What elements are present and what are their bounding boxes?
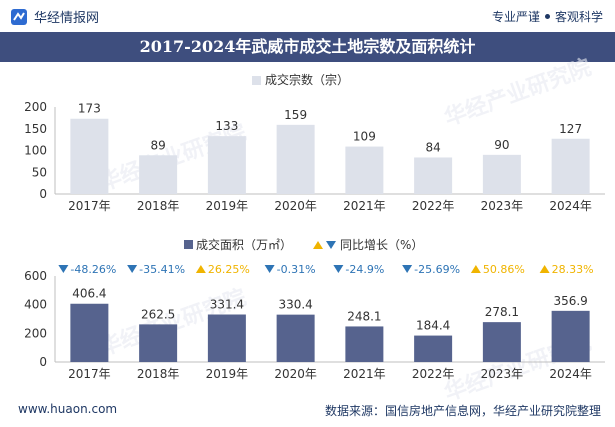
x-tick-label-count: 2019年 [206, 199, 249, 213]
data-label-count: 133 [215, 119, 238, 133]
footer-source: 数据来源：国信房地产信息网，华经产业研究院整理 [324, 404, 601, 418]
data-label-count: 90 [494, 138, 509, 152]
yoy-label: -0.31% [277, 263, 316, 276]
bar-area [482, 322, 521, 362]
yoy-down-triangle-icon [264, 265, 275, 273]
data-label-area: 248.1 [347, 309, 381, 323]
chart-area: 成交宗数（宗） 0 50 100 150 200 173 2017年 89 2018年 133 201… [24, 72, 605, 381]
yoy-label: 50.86% [483, 263, 525, 276]
bar-count [207, 136, 246, 194]
yoy-up-triangle-icon [470, 265, 481, 273]
bar-count [70, 118, 109, 194]
x-tick-label-area: 2019年 [206, 367, 249, 381]
legend-label-yoy: 同比增长（%） [340, 238, 423, 252]
x-tick-label-count: 2022年 [412, 199, 455, 213]
bar-area [207, 314, 246, 362]
y-tick-label-area: 0 [39, 355, 47, 369]
x-tick-label-area: 2018年 [137, 367, 180, 381]
bar-area [551, 310, 590, 362]
x-tick-label-area: 2020年 [274, 367, 317, 381]
x-tick-label-area: 2017年 [68, 367, 111, 381]
y-tick-label-count: 150 [24, 122, 47, 136]
yoy-label: -25.69% [414, 263, 460, 276]
data-label-count: 109 [353, 130, 376, 144]
chart-title: 2017-2024年武威市成交土地宗数及面积统计 [0, 32, 615, 62]
x-tick-label-area: 2023年 [481, 367, 524, 381]
legend-up-triangle-icon [313, 241, 323, 249]
yoy-down-triangle-icon [127, 265, 138, 273]
data-label-area: 356.9 [553, 294, 587, 308]
bar-area [276, 314, 315, 362]
data-label-area: 262.5 [141, 307, 175, 321]
brand-logo: 华经情报网 [10, 7, 99, 26]
bar-area [70, 303, 109, 362]
legend-label-area: 成交面积（万㎡） [196, 237, 292, 252]
data-label-count: 89 [150, 138, 165, 152]
yoy-label: 26.25% [208, 263, 250, 276]
legend-swatch-count [252, 76, 261, 85]
yoy-up-triangle-icon [195, 265, 206, 273]
footer-url[interactable]: www.huaon.com [18, 402, 118, 416]
x-tick-label-count: 2024年 [549, 199, 592, 213]
slogan-right: 客观科学 [554, 10, 603, 24]
x-tick-label-count: 2017年 [68, 199, 111, 213]
yoy-label: -48.26% [70, 263, 116, 276]
x-tick-label-count: 2018年 [137, 199, 180, 213]
x-tick-label-count: 2023年 [481, 199, 524, 213]
x-tick-label-count: 2020年 [274, 199, 317, 213]
bar-count [345, 146, 384, 194]
bar-count [276, 124, 315, 194]
slogan-dot-icon [544, 14, 550, 19]
yoy-label: 28.33% [552, 263, 594, 276]
bar-area [345, 326, 384, 362]
data-label-count: 173 [78, 102, 101, 116]
x-tick-label-area: 2021年 [343, 367, 386, 381]
yoy-up-triangle-icon [539, 265, 550, 273]
y-tick-label-count: 50 [32, 165, 47, 179]
y-tick-label-count: 100 [24, 144, 47, 158]
data-label-area: 330.4 [278, 298, 312, 312]
data-label-area: 406.4 [72, 287, 106, 301]
bar-count [139, 155, 178, 194]
brand-logo-icon [11, 8, 27, 25]
x-tick-label-area: 2022年 [412, 367, 455, 381]
y-tick-label-area: 200 [24, 326, 47, 340]
data-label-count: 127 [559, 122, 582, 136]
slogan: 专业严谨 客观科学 [492, 8, 603, 25]
y-tick-label-count: 0 [39, 187, 47, 201]
data-label-area: 278.1 [485, 305, 519, 319]
yoy-down-triangle-icon [402, 265, 413, 273]
y-tick-label-count: 200 [24, 100, 47, 114]
data-label-count: 159 [284, 108, 307, 122]
data-label-count: 84 [425, 140, 440, 154]
bar-count [551, 138, 590, 194]
legend-label-count: 成交宗数（宗） [265, 72, 349, 87]
bar-count [414, 157, 453, 194]
top-header: 华经情报网 专业严谨 客观科学 [0, 0, 615, 32]
x-tick-label-area: 2024年 [549, 367, 592, 381]
footer: www.huaon.com 数据来源：国信房地产信息网，华经产业研究院整理 [0, 394, 615, 427]
data-label-area: 184.4 [416, 319, 450, 333]
yoy-down-triangle-icon [58, 265, 69, 273]
yoy-down-triangle-icon [333, 265, 344, 273]
slogan-left: 专业严谨 [491, 10, 540, 24]
legend-down-triangle-icon [326, 241, 336, 249]
bar-area [139, 324, 178, 362]
yoy-label: -35.41% [139, 263, 185, 276]
bar-count [482, 154, 521, 194]
y-tick-label-area: 600 [24, 269, 47, 283]
brand-name: 华经情报网 [34, 11, 100, 26]
bar-area [414, 335, 453, 362]
y-tick-label-area: 400 [24, 298, 47, 312]
legend-swatch-area [184, 240, 193, 249]
data-label-area: 331.4 [210, 297, 244, 311]
yoy-label: -24.9% [345, 263, 384, 276]
x-tick-label-count: 2021年 [343, 199, 386, 213]
